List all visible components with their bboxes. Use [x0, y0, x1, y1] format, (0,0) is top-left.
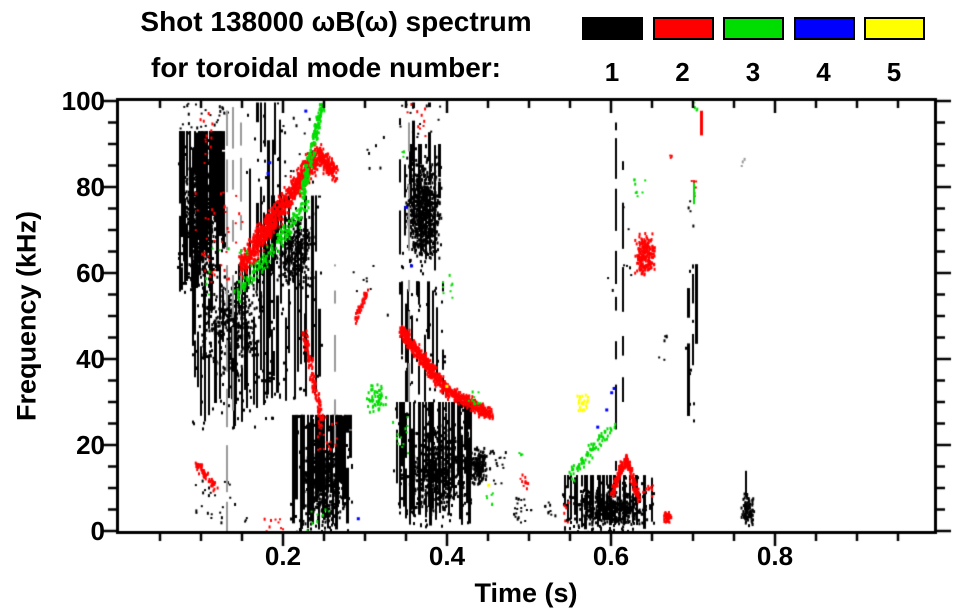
- legend-label-mode-3: 3: [745, 57, 761, 87]
- y-tick-label-20: 20: [76, 430, 105, 460]
- x-tick-label-0.8: 0.8: [756, 541, 794, 571]
- legend-swatch-mode-3: [723, 17, 784, 40]
- x-tick-label-0.4: 0.4: [428, 541, 466, 571]
- legend-swatch-mode-4: [793, 17, 855, 40]
- legend-label-mode-4: 4: [816, 57, 831, 87]
- x-axis-title: Time (s): [474, 578, 578, 608]
- y-tick-label-80: 80: [76, 172, 105, 202]
- x-tick-label-0.2: 0.2: [264, 541, 302, 571]
- legend-swatch-mode-1: [582, 17, 643, 40]
- legend-label-mode-5: 5: [886, 57, 902, 87]
- legend-swatch-mode-2: [652, 17, 714, 40]
- y-tick-label-60: 60: [76, 258, 105, 288]
- x-tick-label-0.6: 0.6: [592, 541, 630, 571]
- figure-title-line1: Shot 138000 ωB(ω) spectrum: [140, 6, 532, 37]
- y-tick-label-40: 40: [76, 344, 105, 374]
- legend-label-mode-1: 1: [604, 57, 620, 87]
- y-axis-title: Frequency (kHz): [11, 210, 42, 422]
- figure-title-line2: for toroidal mode number:: [151, 52, 501, 83]
- legend-swatch-mode-5: [864, 17, 925, 40]
- y-tick-label-100: 100: [61, 86, 105, 116]
- y-tick-label-0: 0: [90, 516, 105, 546]
- legend-label-mode-2: 2: [675, 57, 690, 87]
